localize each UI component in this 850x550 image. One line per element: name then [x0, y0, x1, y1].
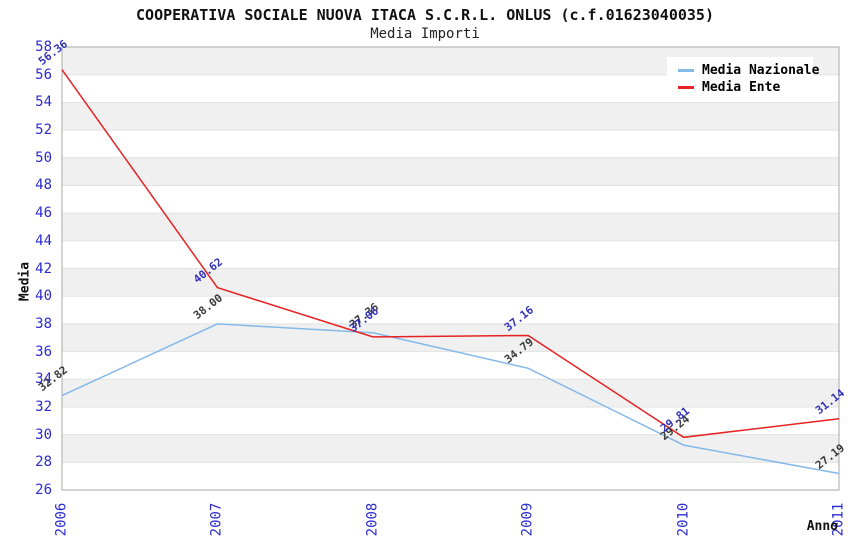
y-tick-label: 46: [35, 205, 52, 222]
y-tick-label: 28: [35, 454, 52, 471]
y-tick-label: 36: [35, 343, 52, 360]
plot-border: [61, 46, 840, 491]
x-tick-label: 2006: [53, 502, 70, 537]
y-tick-label: 44: [35, 232, 52, 249]
plot-band: [62, 268, 839, 297]
legend-swatch-ente-icon: [678, 86, 694, 89]
legend-item-media-nazionale: Media Nazionale: [667, 62, 819, 79]
y-tick-label: 40: [35, 288, 52, 305]
y-tick-label: 50: [35, 149, 52, 166]
y-tick-label: 48: [35, 177, 52, 194]
x-tick-label: 2007: [208, 502, 225, 537]
y-tick-label: 38: [35, 315, 52, 332]
series-line-media-ente: [61, 69, 840, 439]
y-tick-label: 58: [35, 39, 52, 55]
y-tick-label: 32: [35, 398, 52, 415]
chart-subtitle: Media Importi: [370, 26, 480, 42]
plot-band: [62, 379, 839, 407]
y-tick-label: 30: [35, 426, 52, 443]
legend-label-nazionale: Media Nazionale: [702, 63, 820, 78]
x-tick-label: 2009: [519, 502, 536, 537]
x-axis-title: Anno: [806, 519, 838, 534]
plot-band: [62, 434, 839, 463]
legend: Media Nazionale Media Ente: [667, 57, 819, 101]
y-tick-label: 56: [35, 66, 52, 83]
y-tick-label: 26: [35, 482, 52, 498]
legend-swatch-nazionale-icon: [678, 69, 694, 72]
y-tick-label: 52: [35, 122, 52, 139]
plot-band: [62, 213, 839, 241]
x-tick-label: 2010: [675, 502, 692, 537]
y-tick-label: 54: [35, 94, 52, 111]
series-line-media-nazionale: [61, 323, 840, 475]
y-tick-label: 34: [35, 371, 52, 388]
legend-item-media-ente: Media Ente: [667, 79, 813, 96]
plot-band: [62, 157, 839, 186]
x-tick-label: 2008: [364, 502, 381, 537]
plot-band: [62, 102, 839, 131]
plot-band: [62, 323, 839, 352]
y-axis-title: Media: [17, 261, 33, 302]
legend-label-ente: Media Ente: [702, 80, 781, 95]
chart-title: COOPERATIVA SOCIALE NUOVA ITACA S.C.R.L.…: [136, 6, 714, 24]
y-tick-label: 42: [35, 260, 52, 277]
